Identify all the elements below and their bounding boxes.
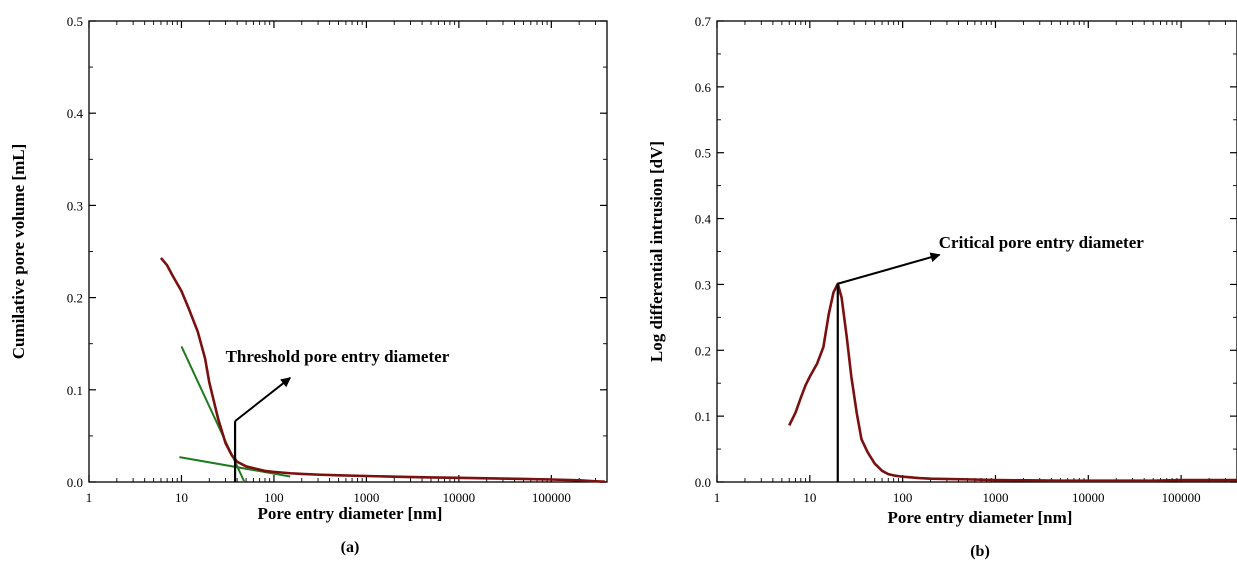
panel-label: (b) [970, 543, 990, 560]
y-tick-label: 0.0 [695, 475, 711, 490]
y-tick-label: 0.2 [67, 291, 83, 306]
y-axis-label: Log differential intrusion [dV] [647, 141, 666, 362]
x-tick-label: 1000 [353, 490, 379, 505]
annotation-arrow [234, 377, 292, 422]
x-tick-label: 10 [175, 490, 188, 505]
y-tick-label: 0.0 [67, 475, 83, 490]
y-tick-label: 0.3 [695, 277, 711, 292]
chart-panel-a: 1 10 100 1000 10000 100000 0.0 0.1 0.2 0.3 0.4 0.5 P… [9, 14, 608, 556]
x-tick-label: 100 [893, 490, 913, 505]
x-tick-label: 10000 [1072, 490, 1105, 505]
series-line [159, 257, 606, 484]
x-tick-label: 100000 [532, 490, 571, 505]
plot-frame [88, 20, 608, 483]
annotation-arrow [837, 252, 941, 285]
annotation-text: Critical pore entry diameter [939, 233, 1144, 252]
x-tick-label: 100 [264, 490, 284, 505]
y-tick-label: 0.4 [695, 212, 712, 227]
y-tick-label: 0.2 [695, 343, 711, 358]
x-tick-label: 1 [86, 490, 93, 505]
x-tick-label: 10000 [443, 490, 476, 505]
x-tick-label: 100000 [1162, 490, 1201, 505]
chart-panel-b: 1 10 100 1000 10000 100000 0.0 0.1 0.2 0.3 0.4 0.5 0… [647, 14, 1237, 560]
y-tick-label: 0.6 [695, 80, 712, 95]
panel-label: (a) [341, 539, 360, 556]
x-tick-label: 1000 [982, 490, 1008, 505]
x-axis-label: Pore entry diameter [nm] [888, 508, 1073, 527]
x-axis-label: Pore entry diameter [nm] [258, 504, 443, 523]
x-tick-label: 10 [803, 490, 816, 505]
annotation-text: Threshold pore entry diameter [226, 347, 450, 366]
y-tick-label: 0.1 [695, 409, 711, 424]
series-line [788, 282, 1237, 482]
y-tick-label: 0.4 [67, 106, 84, 121]
y-tick-label: 0.5 [695, 146, 711, 161]
x-tick-label: 1 [714, 490, 721, 505]
y-tick-label: 0.1 [67, 383, 83, 398]
y-tick-label: 0.7 [695, 14, 712, 29]
y-axis-label: Cumilative pore volume [mL] [9, 144, 28, 359]
y-tick-label: 0.3 [67, 198, 83, 213]
y-tick-label: 0.5 [67, 14, 83, 29]
